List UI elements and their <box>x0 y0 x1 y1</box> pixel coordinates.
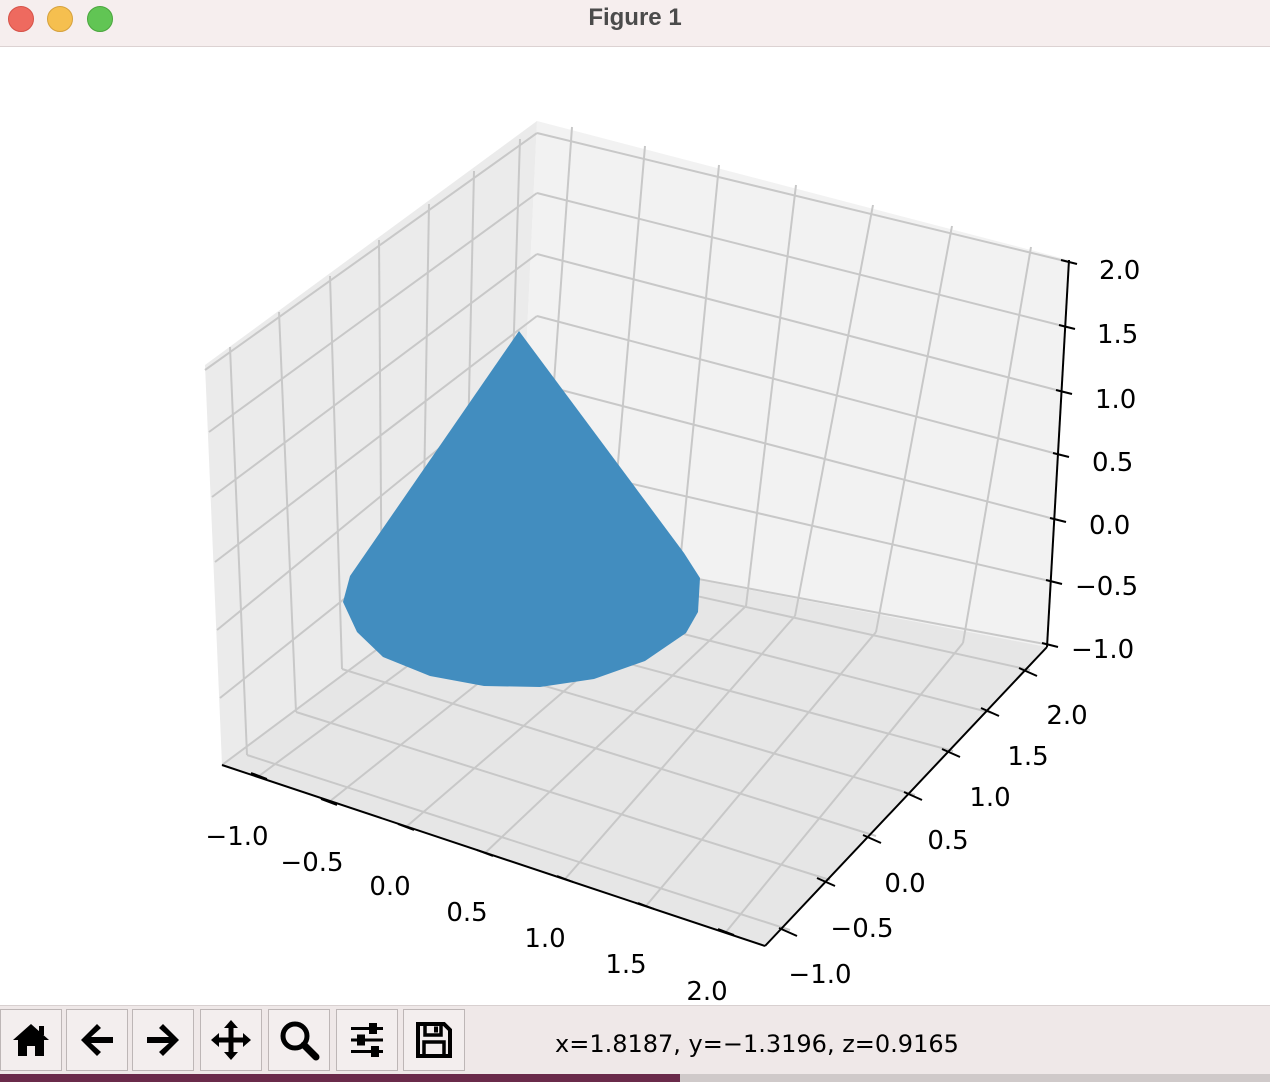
back-wall-grid-x <box>875 225 953 633</box>
z-tick-label: 2.0 <box>1099 256 1140 286</box>
left-wall-grid-z <box>211 253 538 498</box>
y-tick-mark <box>941 748 961 758</box>
x-tick-label: −1.0 <box>205 822 268 852</box>
z-tick-mark <box>1052 452 1070 458</box>
z-tick-label: −0.5 <box>1075 572 1138 602</box>
minimize-window-button[interactable] <box>47 6 73 32</box>
back-button[interactable] <box>66 1009 128 1071</box>
x-tick-mark <box>397 823 415 831</box>
z-tick-label: 0.0 <box>1089 511 1130 541</box>
floor-grid-y <box>295 711 831 881</box>
x-tick-mark <box>717 928 735 936</box>
z-tick-mark <box>1045 579 1063 585</box>
z-tick-mark <box>1041 642 1059 648</box>
x-tick-label: 2.0 <box>686 977 727 1005</box>
left-wall-grid-z <box>214 315 538 563</box>
floor-grid-y <box>341 668 877 837</box>
x-tick-mark <box>320 798 338 806</box>
y-tick-mark <box>1018 667 1038 677</box>
sliders-icon <box>351 1023 383 1057</box>
back-wall-grid-z <box>536 132 1070 263</box>
z-tick-label: −1.0 <box>1071 635 1134 665</box>
z-tick-label: 1.0 <box>1095 385 1136 415</box>
x-tick-label: 0.0 <box>369 872 410 902</box>
floor-grid-x <box>484 605 747 854</box>
x-tick-label: 1.5 <box>605 950 646 980</box>
y-axis-line <box>764 646 1048 947</box>
x-tick-label: 0.5 <box>446 898 487 928</box>
floor-grid-y <box>246 754 791 931</box>
back-wall-grid-x <box>794 204 874 617</box>
x-tick-mark <box>637 902 655 910</box>
floor-grid-x <box>645 631 877 907</box>
window-title: Figure 1 <box>588 4 682 31</box>
axis-lines <box>221 259 1078 947</box>
zoom-button[interactable] <box>268 1009 330 1071</box>
floppy-icon <box>416 1022 452 1058</box>
back-wall-grid-z <box>536 315 1062 456</box>
forward-button[interactable] <box>132 1009 194 1071</box>
grid-lines <box>204 126 1070 933</box>
y-tick-label: −1.0 <box>788 960 851 990</box>
x-tick-mark <box>476 849 494 857</box>
floor-grid-x <box>564 615 796 880</box>
y-tick-label: −0.5 <box>830 914 893 944</box>
figure-canvas[interactable]: −1.0 −0.5 0.0 0.5 1.0 1.5 2.0 −1.0 −0.5 0.0 0.5 1.… <box>0 47 1270 1005</box>
z-tick-mark <box>1058 324 1076 330</box>
y-tick-label: 1.0 <box>969 783 1010 813</box>
z-tick-mark <box>1055 389 1073 395</box>
home-button[interactable] <box>0 1009 62 1071</box>
y-tick-mark <box>980 707 1000 717</box>
back-wall-grid-z <box>522 379 1059 521</box>
save-figure-button[interactable] <box>403 1009 465 1071</box>
floor-grid-x <box>725 642 964 933</box>
x-axis-tick-labels: −1.0 −0.5 0.0 0.5 1.0 1.5 2.0 <box>205 822 727 1005</box>
y-tick-label: 2.0 <box>1046 701 1087 731</box>
magnifier-icon <box>280 1021 320 1061</box>
title-bar: Figure 1 <box>0 0 1270 47</box>
left-wall-grid-z <box>208 192 538 433</box>
z-tick-label: 1.5 <box>1097 320 1138 350</box>
arrow-right-icon <box>147 1024 179 1056</box>
back-wall-grid-x <box>962 246 1032 644</box>
back-wall-grid-z <box>536 192 1068 328</box>
navigation-toolbar: x=1.8187, y=−1.3196, z=0.9165 <box>0 1005 1270 1075</box>
move-icon <box>211 1020 251 1060</box>
x-axis-line <box>221 764 766 947</box>
z-tick-mark <box>1060 259 1078 265</box>
pan-button[interactable] <box>200 1009 262 1071</box>
y-tick-label: 0.0 <box>884 869 925 899</box>
y-tick-mark <box>862 834 882 844</box>
arrow-left-icon <box>81 1024 113 1056</box>
home-icon <box>13 1024 49 1056</box>
x-tick-mark <box>556 875 574 883</box>
x-tick-label: 1.0 <box>524 924 565 954</box>
y-tick-mark <box>903 791 923 801</box>
back-wall-grid-z <box>536 253 1065 393</box>
y-tick-label: 0.5 <box>927 826 968 856</box>
close-window-button[interactable] <box>8 6 34 32</box>
z-tick-mark <box>1049 517 1067 523</box>
x-tick-mark <box>250 772 268 780</box>
y-tick-mark <box>816 877 836 887</box>
cone-surface <box>343 331 700 687</box>
y-tick-label: 1.5 <box>1007 742 1048 772</box>
maximize-window-button[interactable] <box>87 6 113 32</box>
y-tick-mark <box>778 927 798 937</box>
desktop-background-strip <box>0 1074 1270 1082</box>
left-wall-grid-z <box>204 132 538 371</box>
cursor-coordinates: x=1.8187, y=−1.3196, z=0.9165 <box>555 1030 959 1058</box>
z-tick-label: 0.5 <box>1092 448 1133 478</box>
configure-subplots-button[interactable] <box>336 1009 398 1071</box>
x-tick-label: −0.5 <box>280 848 343 878</box>
plot-3d-axes[interactable]: −1.0−0.50.00.51.01.52.0 −1.0−0.50.00.51.… <box>0 47 1270 1005</box>
back-wall-grid-x <box>745 184 797 607</box>
z-axis-tick-labels: −1.0 −0.5 0.0 0.5 1.0 1.5 2.0 <box>1071 256 1140 665</box>
y-axis-tick-labels: −1.0 −0.5 0.00.51.0 1.5 2.0 <box>788 701 1087 990</box>
